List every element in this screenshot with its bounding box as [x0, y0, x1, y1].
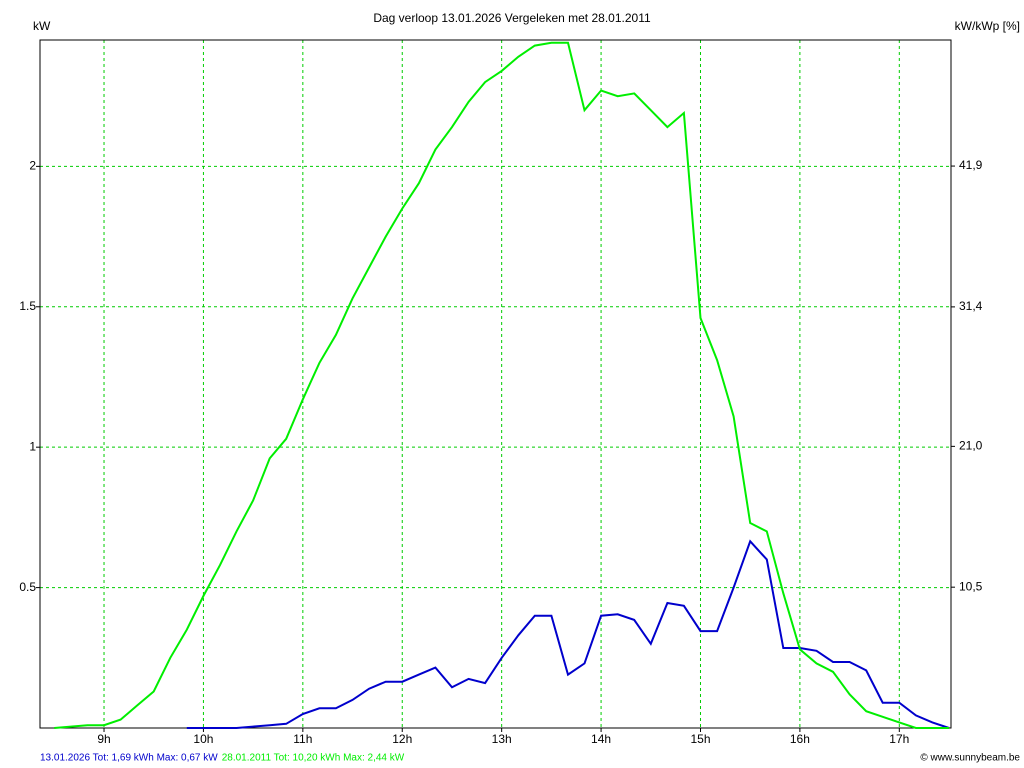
x-tick-label: 12h [392, 732, 412, 746]
y2-tick-label: 21,0 [959, 439, 983, 453]
y-tick-label: 1 [29, 439, 36, 453]
y-axis-label: kW [33, 19, 51, 33]
x-tick-label: 10h [193, 732, 213, 746]
plot-frame [39, 39, 952, 729]
copyright: © www.sunnybeam.be [920, 753, 1020, 764]
x-tick-label: 14h [591, 732, 611, 746]
chart-title: Dag verloop 13.01.2026 Vergeleken met 28… [373, 11, 651, 25]
x-tick-label: 16h [790, 732, 810, 746]
y-tick-label: 0.5 [19, 580, 36, 594]
x-tick-label: 11h [293, 732, 312, 746]
y-tick-label: 2 [29, 159, 36, 173]
y2-tick-label: 10,5 [959, 579, 983, 593]
x-tick-label: 17h [889, 732, 909, 746]
x-tick-label: 9h [97, 732, 110, 746]
y-tick-label: 1.5 [19, 299, 36, 313]
legend-entry: 13.01.2026 Tot: 1,69 kWh Max: 0,67 kW [40, 753, 218, 764]
legend-entry: 28.01.2011 Tot: 10,20 kWh Max: 2,44 kW [222, 753, 405, 764]
series-line [54, 41, 949, 729]
y2-axis-label: kW/kWp [%] [955, 19, 1020, 33]
y2-tick-label: 41,9 [959, 158, 983, 172]
series-line [186, 539, 950, 729]
y2-tick-label: 31,4 [959, 299, 983, 313]
x-tick-label: 15h [690, 732, 710, 746]
x-tick-label: 13h [492, 732, 512, 746]
